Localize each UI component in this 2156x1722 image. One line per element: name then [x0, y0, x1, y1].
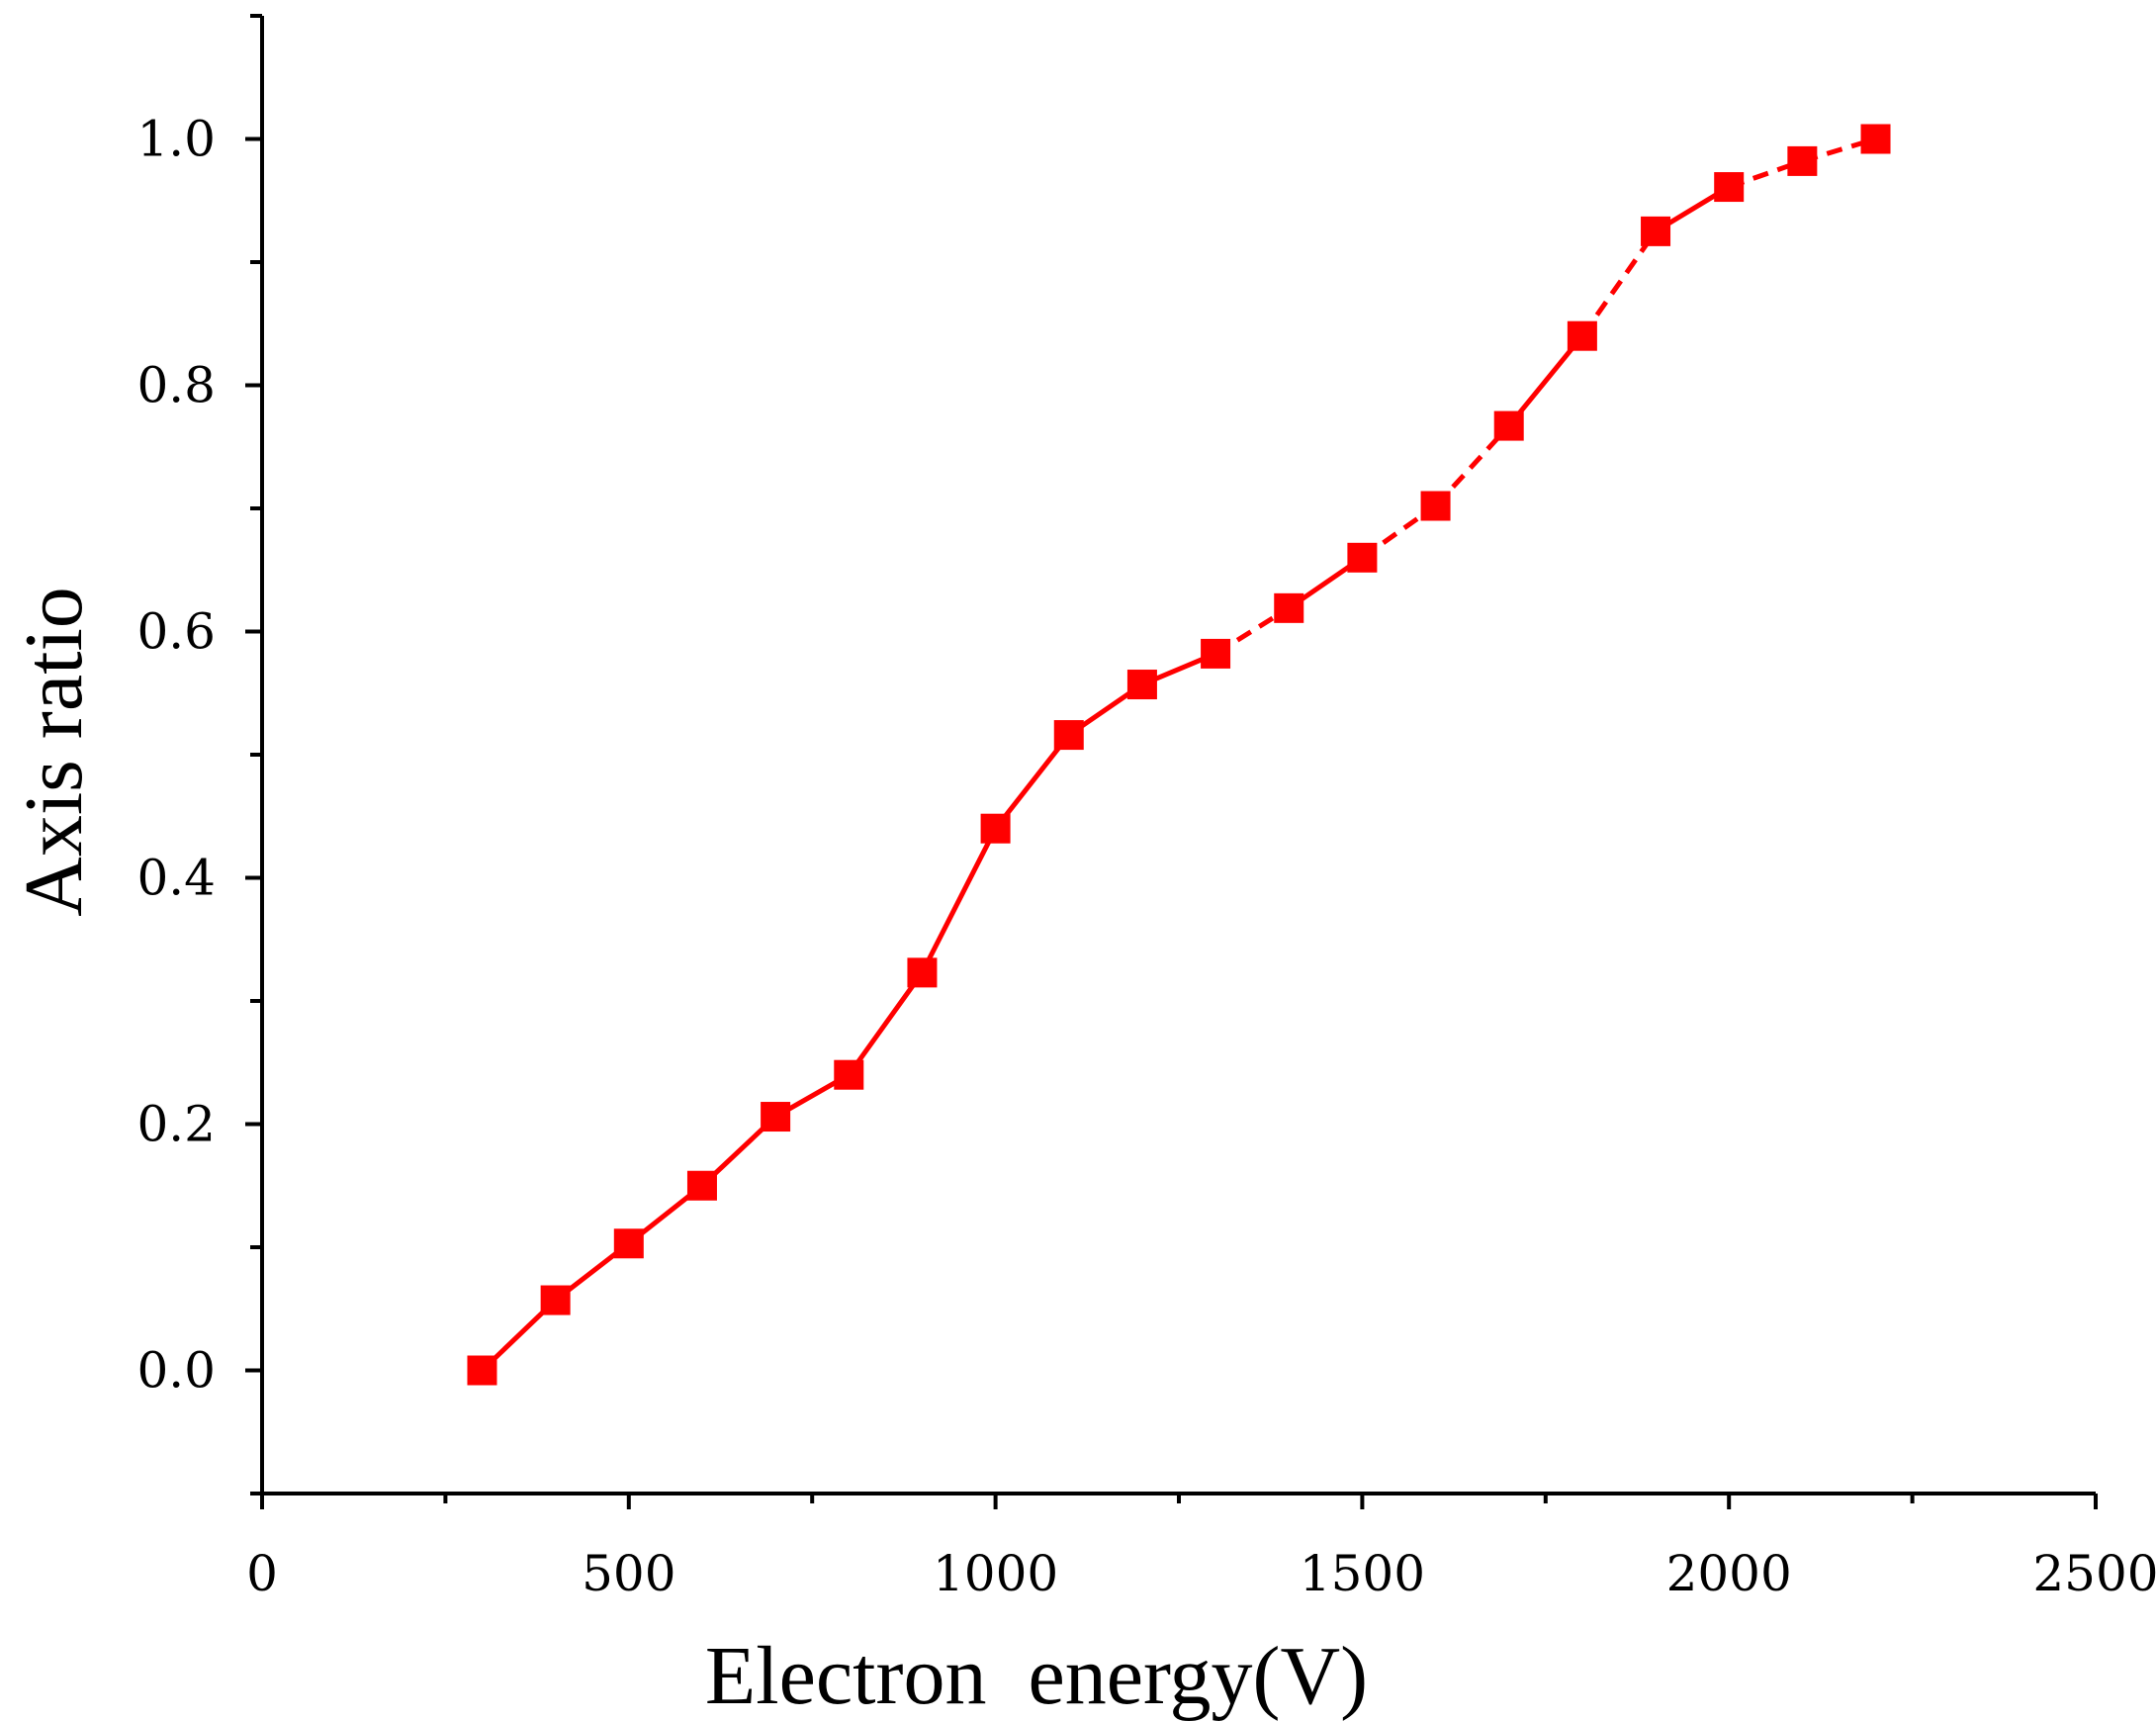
x-axis-title: Electron energy(V) — [705, 1630, 1368, 1722]
data-point-marker — [540, 1285, 571, 1315]
data-point-marker — [980, 813, 1011, 844]
data-point-marker — [907, 957, 938, 988]
y-tick-label: 1.0 — [136, 111, 216, 168]
data-point-marker — [761, 1102, 791, 1133]
data-point-marker — [1347, 542, 1378, 573]
data-point-marker — [1714, 172, 1745, 203]
series-line-segment — [920, 827, 998, 974]
y-tick-label: 0.0 — [136, 1342, 216, 1400]
series-line-segment — [1579, 229, 1659, 338]
data-markers — [467, 124, 1891, 1386]
x-tick-label: 2500 — [2032, 1545, 2156, 1602]
ticks — [245, 14, 2098, 1509]
series-line-segment — [847, 970, 925, 1077]
data-point-marker — [1641, 216, 1671, 246]
data-point-marker — [1420, 491, 1451, 521]
data-point-marker — [1274, 592, 1304, 623]
x-tick-label: 0 — [246, 1545, 278, 1602]
data-point-marker — [1053, 720, 1084, 751]
x-tick-label: 1000 — [933, 1545, 1058, 1602]
data-point-marker — [467, 1355, 497, 1386]
x-tick-label: 2000 — [1666, 1545, 1792, 1602]
data-point-marker — [1860, 124, 1891, 154]
y-tick-label: 0.4 — [136, 850, 216, 907]
tick-labels: 0 500 1000 1500 2000 2500 0.0 0.2 0.4 0.6 0.8 1.0 — [136, 111, 2156, 1603]
data-point-marker — [686, 1170, 717, 1201]
y-tick-label: 0.8 — [136, 357, 216, 414]
series-line-segment — [1506, 334, 1584, 428]
axes — [260, 16, 2096, 1495]
data-point-marker — [834, 1059, 864, 1090]
data-point-marker — [1201, 638, 1231, 669]
data-point-marker — [1493, 410, 1524, 441]
data-point-marker — [1567, 320, 1597, 351]
x-tick-label: 500 — [582, 1545, 675, 1602]
data-point-marker — [1126, 670, 1157, 700]
x-tick-label: 1500 — [1300, 1545, 1425, 1602]
y-tick-label: 0.6 — [136, 603, 216, 661]
data-point-marker — [1787, 145, 1818, 176]
y-tick-label: 0.2 — [136, 1096, 216, 1153]
y-axis-title: Axis ratio — [8, 587, 100, 917]
data-point-marker — [613, 1228, 644, 1259]
series-line-segment — [993, 733, 1071, 831]
